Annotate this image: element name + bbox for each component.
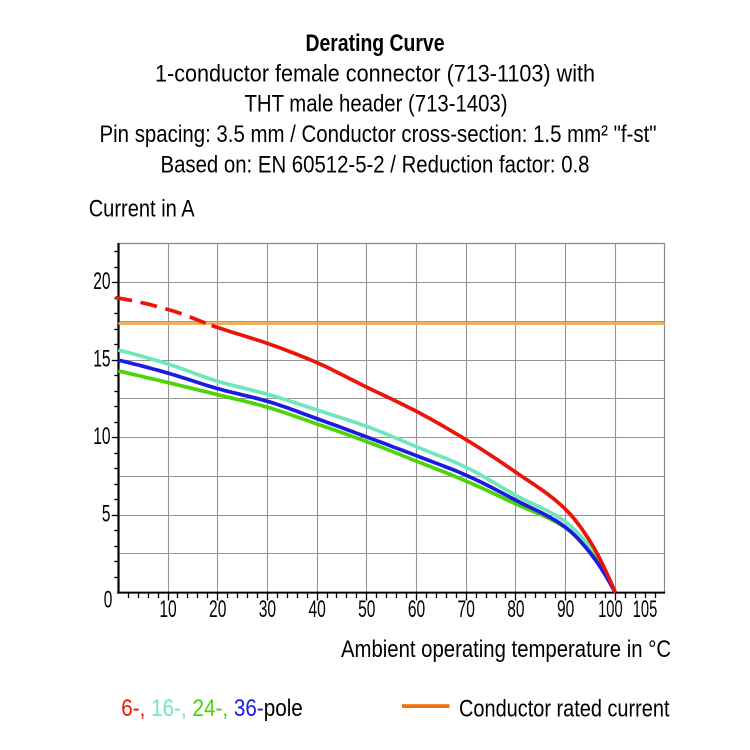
svg-text:10: 10	[159, 596, 176, 623]
svg-text:1-conductor female connector (: 1-conductor female connector (713-1103) …	[155, 60, 595, 87]
svg-text:THT male header (713-1403): THT male header (713-1403)	[245, 91, 508, 118]
svg-text:90: 90	[557, 596, 574, 623]
svg-text:Current in A: Current in A	[89, 196, 195, 223]
svg-text:105: 105	[633, 596, 658, 623]
svg-text:50: 50	[358, 596, 375, 623]
svg-text:Ambient operating temperature: Ambient operating temperature in °C	[341, 636, 671, 663]
svg-text:15: 15	[93, 345, 110, 372]
svg-text:60: 60	[408, 596, 425, 623]
svg-text:Based on: EN 60512-5-2 / Reduc: Based on: EN 60512-5-2 / Reduction facto…	[161, 152, 590, 179]
svg-text:10: 10	[93, 423, 110, 450]
svg-text:20: 20	[209, 596, 226, 623]
svg-text:20: 20	[93, 268, 110, 295]
svg-text:Pin spacing: 3.5 mm / Conducto: Pin spacing: 3.5 mm / Conductor cross-se…	[100, 121, 657, 148]
svg-text:80: 80	[507, 596, 524, 623]
svg-text:6-, 16-, 24-, 36-pole: 6-, 16-, 24-, 36-pole	[121, 695, 303, 722]
svg-text:5: 5	[102, 500, 111, 527]
svg-text:30: 30	[259, 596, 276, 623]
svg-text:70: 70	[458, 596, 475, 623]
svg-text:Conductor rated current: Conductor rated current	[459, 695, 670, 722]
svg-text:Derating Curve: Derating Curve	[306, 30, 445, 57]
svg-text:100: 100	[598, 596, 623, 623]
svg-text:0: 0	[104, 586, 113, 613]
svg-text:40: 40	[308, 596, 325, 623]
